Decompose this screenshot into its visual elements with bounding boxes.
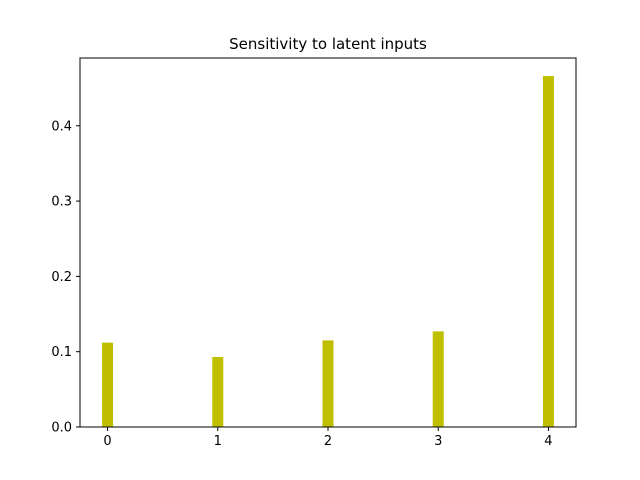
x-tick-label-1: 1	[214, 434, 222, 449]
bar-4	[542, 76, 554, 427]
chart-title: Sensitivity to latent inputs	[229, 35, 427, 53]
y-tick-label-0.3: 0.3	[51, 195, 72, 210]
plot-area: 0 1 2 3 4 0.0 0.1 0.2 0.3 0.4	[51, 57, 577, 449]
y-tick-label-0.0: 0.0	[51, 421, 72, 436]
y-tick-label-0.4: 0.4	[51, 119, 72, 134]
y-tick-label-0.2: 0.2	[51, 270, 72, 285]
x-tick-label-3: 3	[434, 434, 442, 449]
bar-1	[212, 356, 224, 427]
x-tick-label-0: 0	[103, 434, 111, 449]
x-tick-label-4: 4	[544, 434, 552, 449]
bar-3	[432, 331, 444, 427]
bar-0	[102, 342, 114, 427]
y-tick-label-0.1: 0.1	[51, 345, 72, 360]
bar-2	[322, 340, 334, 427]
x-tick-label-2: 2	[324, 434, 332, 449]
